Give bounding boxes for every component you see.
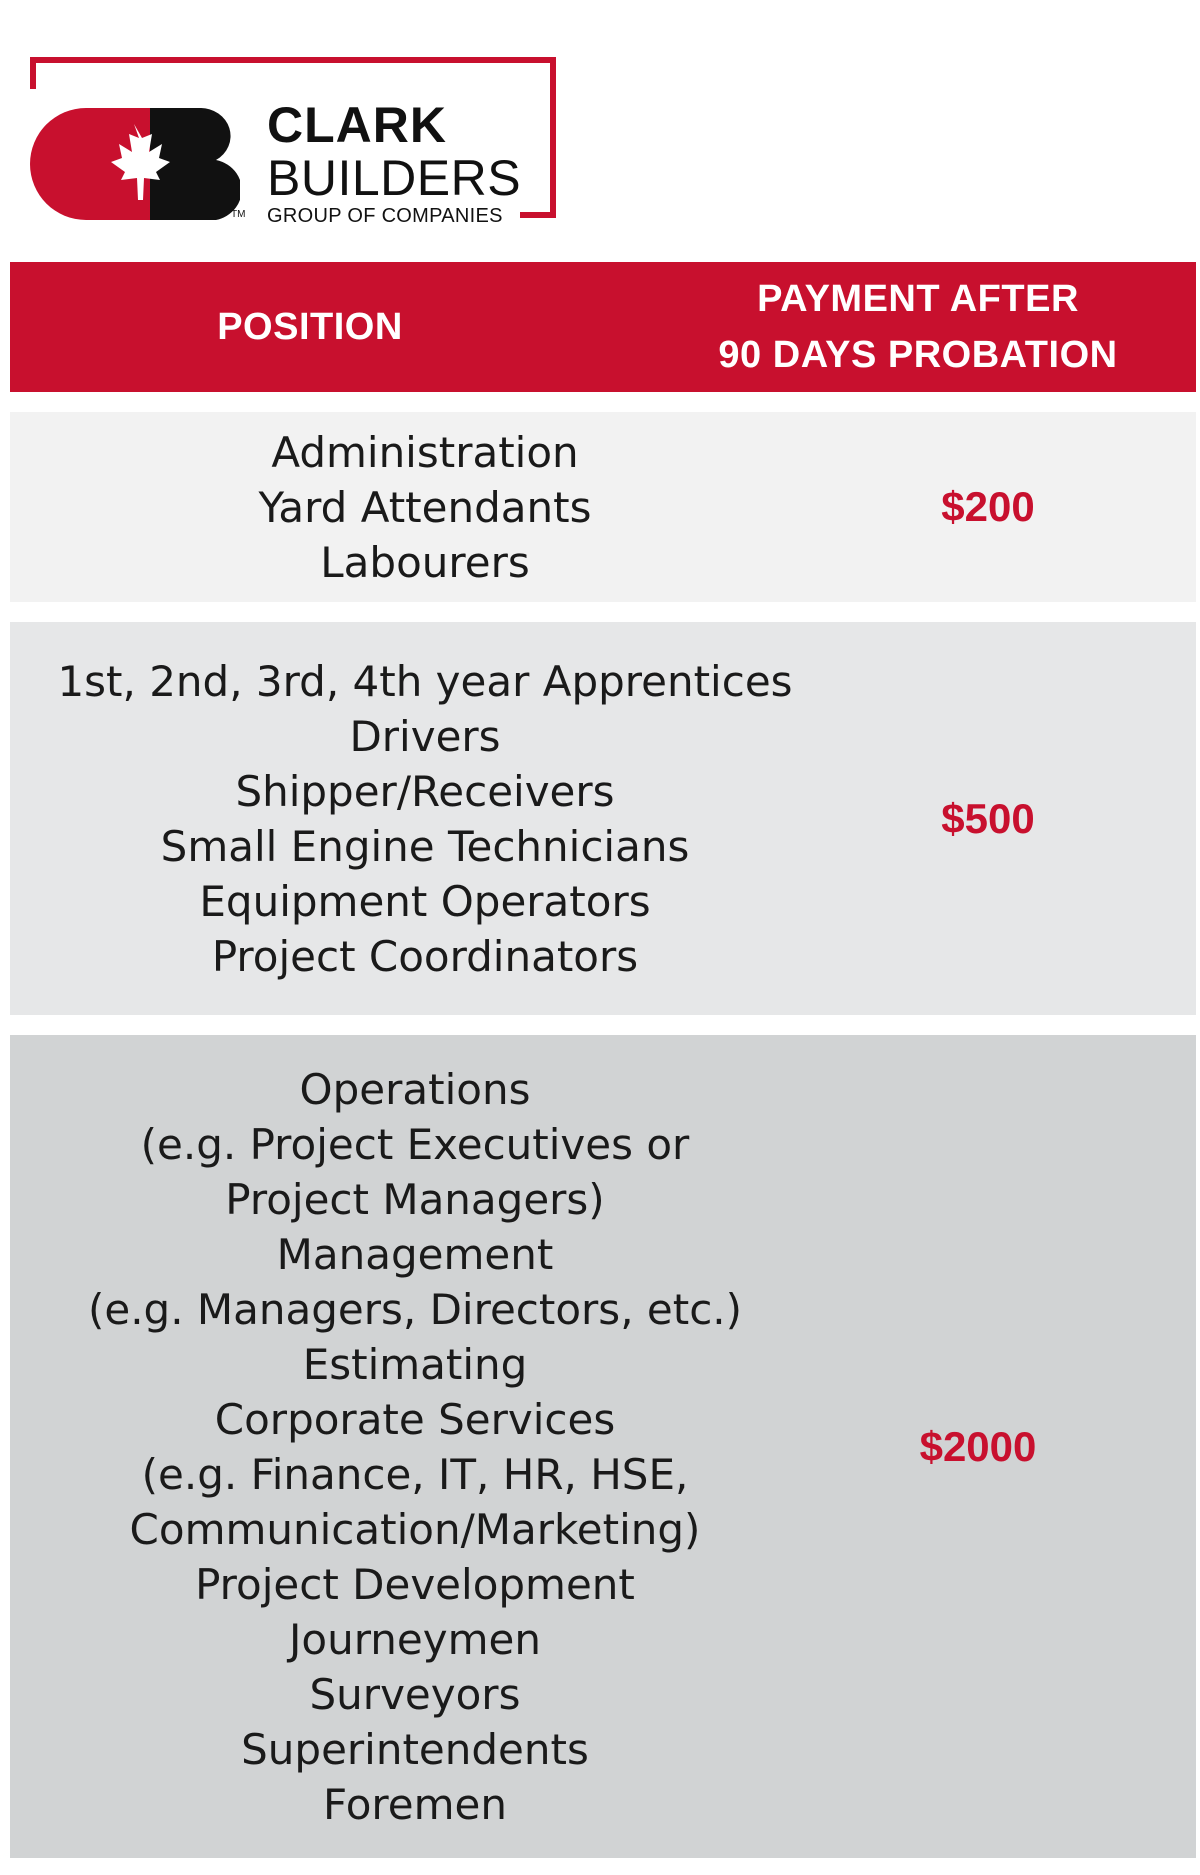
position-item: (e.g. Managers, Directors, etc.) <box>87 1284 743 1334</box>
table-row: Administration Yard Attendants Labourers… <box>10 412 1196 602</box>
position-item: Corporate Services <box>214 1394 616 1444</box>
position-column-header: POSITION <box>217 305 403 348</box>
payment-header-line: 90 DAYS PROBATION <box>718 334 1118 376</box>
table-header: POSITION PAYMENT AFTER 90 DAYS PROBATION <box>10 262 1196 392</box>
positions-cell: 1st, 2nd, 3rd, 4th year Apprentices Driv… <box>10 654 840 984</box>
logo-frame-tick <box>520 212 556 218</box>
table-row: Operations (e.g. Project Executives or P… <box>10 1035 1196 1858</box>
position-item: Drivers <box>349 711 501 761</box>
logo-wordmark: CLARK BUILDERS GROUP OF COMPANIES <box>267 100 521 226</box>
position-item: (e.g. Project Executives or <box>140 1119 690 1169</box>
position-item: Operations <box>299 1064 531 1114</box>
position-item: Communication/Marketing) <box>129 1504 701 1554</box>
position-item: Foremen <box>323 1779 507 1829</box>
position-item: Management <box>276 1229 554 1279</box>
trademark-symbol: TM <box>231 209 246 220</box>
logo-frame-tick <box>30 57 36 89</box>
payment-amount: $2000 <box>919 1422 1037 1470</box>
logo-group-text: GROUP OF COMPANIES <box>267 205 503 227</box>
position-item: Estimating <box>302 1339 528 1389</box>
positions-cell: Administration Yard Attendants Labourers <box>10 425 840 590</box>
maple-leaf-logo-icon <box>30 108 240 220</box>
logo-clark-text: CLARK <box>267 97 447 153</box>
position-item: Equipment Operators <box>199 876 651 926</box>
position-item: Surveyors <box>309 1669 521 1719</box>
position-item: (e.g. Finance, IT, HR, HSE, <box>141 1449 689 1499</box>
payment-column-header: PAYMENT AFTER 90 DAYS PROBATION <box>580 271 1196 383</box>
position-item: 1st, 2nd, 3rd, 4th year Apprentices <box>57 656 793 706</box>
position-item: Project Coordinators <box>211 931 639 981</box>
position-item: Project Development <box>195 1559 635 1609</box>
position-item: Small Engine Technicians <box>160 821 690 871</box>
position-item: Labourers <box>320 537 530 587</box>
position-item: Project Managers) <box>225 1174 605 1224</box>
position-item: Administration <box>271 427 579 477</box>
positions-cell: Operations (e.g. Project Executives or P… <box>10 1062 820 1832</box>
payment-amount: $200 <box>941 483 1035 530</box>
position-item: Superintendents <box>241 1724 589 1774</box>
position-item: Yard Attendants <box>258 482 592 532</box>
logo-builders-text: BUILDERS <box>267 150 522 206</box>
payment-amount: $500 <box>941 794 1035 842</box>
position-item: Journeymen <box>289 1614 541 1664</box>
payment-header-line: PAYMENT AFTER <box>757 278 1079 320</box>
payment-table: POSITION PAYMENT AFTER 90 DAYS PROBATION… <box>10 262 1196 1858</box>
table-row: 1st, 2nd, 3rd, 4th year Apprentices Driv… <box>10 622 1196 1015</box>
logo-frame <box>30 57 556 218</box>
position-item: Shipper/Receivers <box>235 766 615 816</box>
